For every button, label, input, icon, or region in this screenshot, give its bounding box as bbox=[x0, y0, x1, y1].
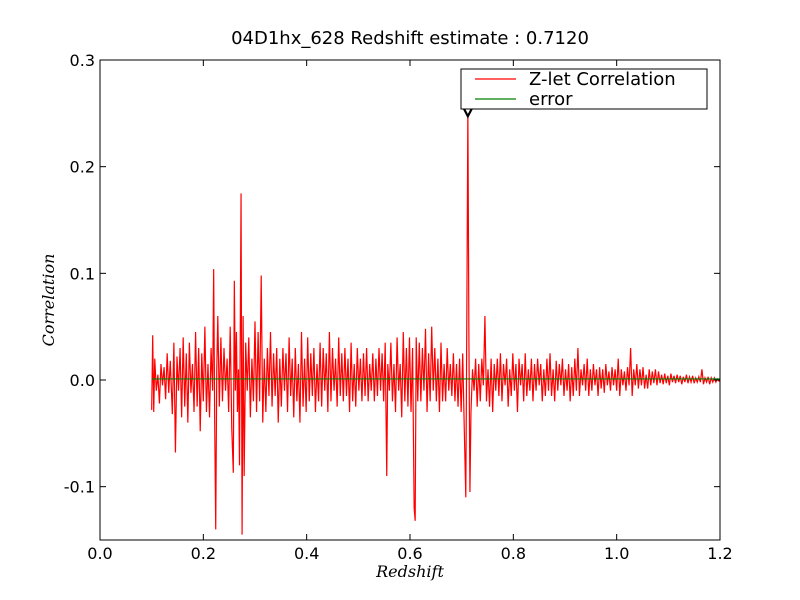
y-tick-label: 0.0 bbox=[70, 371, 95, 390]
x-tick-label: 0.6 bbox=[397, 544, 422, 563]
chart-title: 04D1hx_628 Redshift estimate : 0.7120 bbox=[231, 28, 589, 49]
legend: Z-let Correlation error bbox=[460, 68, 708, 110]
x-tick-label: 1.2 bbox=[707, 544, 732, 563]
plot-lines bbox=[151, 107, 721, 535]
y-axis-label: Correlation bbox=[39, 254, 58, 347]
plot-area bbox=[100, 60, 720, 540]
y-tick-label: 0.2 bbox=[70, 158, 95, 177]
y-axis-ticks: -0.1 0.0 0.1 0.2 0.3 bbox=[64, 51, 720, 497]
x-tick-label: 0.4 bbox=[294, 544, 319, 563]
y-tick-label: -0.1 bbox=[64, 478, 95, 497]
x-axis-ticks: 0.0 0.2 0.4 0.6 0.8 1.0 1.2 bbox=[87, 60, 733, 563]
x-tick-label: 0.2 bbox=[191, 544, 216, 563]
legend-box bbox=[460, 68, 708, 110]
legend-label-zlet: Z-let Correlation bbox=[529, 69, 676, 90]
x-axis-label: Redshift bbox=[375, 562, 444, 581]
x-tick-label: 1.0 bbox=[604, 544, 629, 563]
legend-label-error: error bbox=[529, 89, 573, 110]
y-tick-label: 0.3 bbox=[70, 51, 95, 70]
y-tick-label: 0.1 bbox=[70, 264, 95, 283]
x-tick-label: 0.8 bbox=[501, 544, 526, 563]
x-tick-label: 0.0 bbox=[87, 544, 112, 563]
